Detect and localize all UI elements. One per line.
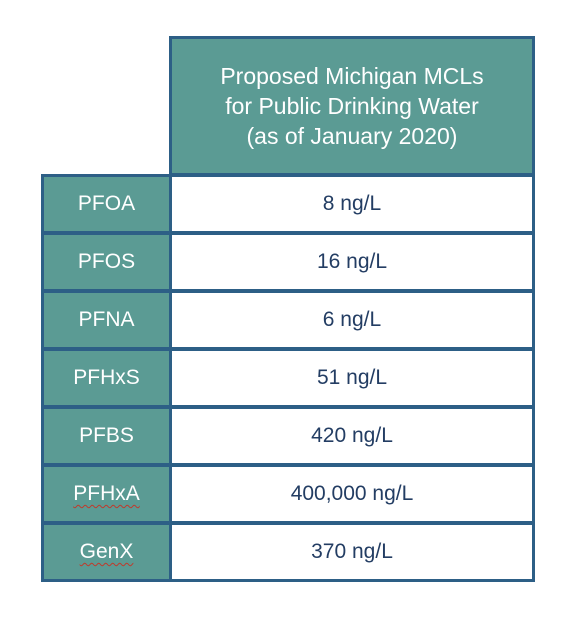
table-row: GenX 370 ng/L	[41, 522, 535, 582]
compound-label: PFBS	[41, 406, 172, 466]
compound-label: PFNA	[41, 290, 172, 350]
mcl-table: Proposed Michigan MCLs for Public Drinki…	[41, 36, 535, 586]
compound-label: PFOS	[41, 232, 172, 292]
compound-label-text: PFHxA	[73, 482, 140, 505]
mcl-value: 8 ng/L	[169, 174, 535, 234]
table-row: PFBS 420 ng/L	[41, 406, 535, 466]
compound-label: GenX	[41, 522, 172, 582]
compound-label: PFOA	[41, 174, 172, 234]
table-row: PFOA 8 ng/L	[41, 174, 535, 234]
table-row: PFOS 16 ng/L	[41, 232, 535, 292]
table-row: PFNA 6 ng/L	[41, 290, 535, 350]
compound-label: PFHxS	[41, 348, 172, 408]
mcl-value: 400,000 ng/L	[169, 464, 535, 524]
table-row: PFHxS 51 ng/L	[41, 348, 535, 408]
compound-label-text: GenX	[79, 540, 134, 563]
mcl-value: 370 ng/L	[169, 522, 535, 582]
mcl-value: 6 ng/L	[169, 290, 535, 350]
mcl-value: 420 ng/L	[169, 406, 535, 466]
mcl-value: 16 ng/L	[169, 232, 535, 292]
compound-label: PFHxA	[41, 464, 172, 524]
table-header: Proposed Michigan MCLs for Public Drinki…	[169, 36, 535, 176]
table-row: PFHxA 400,000 ng/L	[41, 464, 535, 524]
mcl-value: 51 ng/L	[169, 348, 535, 408]
